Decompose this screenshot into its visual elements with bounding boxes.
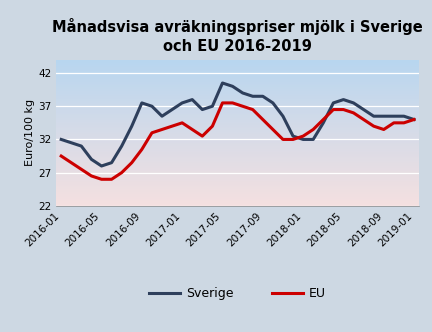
Legend: Sverige, EU: Sverige, EU (144, 282, 331, 305)
Y-axis label: Euro/100 kg: Euro/100 kg (25, 99, 35, 166)
Title: Månadsvisa avräkningspriser mjölk i Sverige
och EU 2016-2019: Månadsvisa avräkningspriser mjölk i Sver… (52, 18, 423, 54)
